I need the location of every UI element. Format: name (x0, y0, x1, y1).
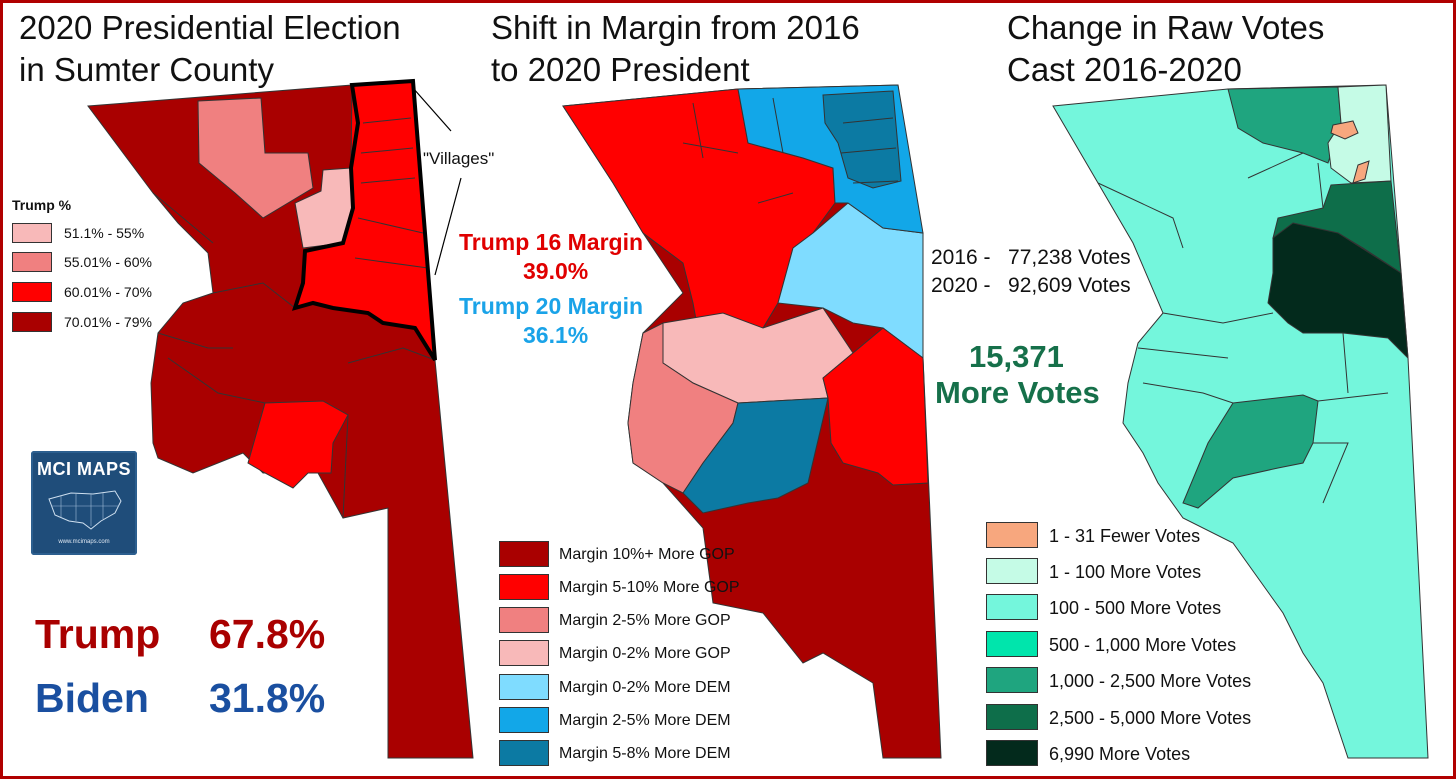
legend-swatch (499, 607, 549, 633)
legend-swatch (986, 594, 1038, 620)
legend-label: 500 - 1,000 More Votes (1049, 635, 1237, 655)
villages-label: "Villages" (423, 149, 495, 168)
map2-county (562, 84, 942, 759)
map1-title: 2020 Presidential Election in Sumter Cou… (19, 9, 401, 88)
map1-precinct-lines (152, 117, 436, 519)
map1-villages-outline (291, 78, 437, 362)
legend-swatch (986, 522, 1038, 548)
maps-canvas (87, 78, 1429, 759)
legend-swatch (986, 704, 1038, 730)
map3-region-fewer-2 (1352, 160, 1370, 184)
legend-swatch (499, 640, 549, 666)
legend-swatch (499, 574, 549, 600)
map3-region-6990 (1267, 222, 1409, 360)
map3-region-fewer-1 (1330, 120, 1359, 140)
trump-percent: 67.8% (209, 611, 326, 657)
legend-swatch (499, 707, 549, 733)
legend-label: 55.01% - 60% (64, 254, 152, 270)
trump20-margin-value: 36.1% (523, 322, 589, 348)
map3-precinct-lines (1097, 152, 1389, 504)
legend-swatch (499, 740, 549, 766)
legend-label: Margin 5-10% More GOP (559, 579, 740, 596)
votes-diff-label: More Votes (935, 375, 1100, 410)
trump-name: Trump (35, 611, 161, 657)
map1-legend-title: Trump % (12, 197, 72, 213)
villages-callout-lines (412, 87, 462, 276)
legend-swatch (12, 282, 52, 302)
biden-percent: 31.8% (209, 675, 326, 721)
map3-county (1052, 84, 1429, 759)
trump20-margin-label: Trump 20 Margin (459, 293, 644, 319)
map1-county (87, 78, 474, 759)
us-map-icon (48, 490, 122, 530)
map2-region-5-8-dem-south (682, 397, 829, 514)
legend-swatch (12, 223, 52, 243)
votes-2016: 2016 - 77,238 Votes (931, 246, 1131, 269)
map3-title: Change in Raw Votes Cast 2016-2020 (1007, 9, 1325, 88)
legend-label: 1 - 31 Fewer Votes (1049, 526, 1201, 546)
legend-swatch (12, 312, 52, 332)
legend-label: 70.01% - 79% (64, 314, 152, 330)
logo-url: www.mcimaps.com (58, 539, 110, 545)
legend-swatch (986, 558, 1038, 584)
legend-label: 6,990 More Votes (1049, 744, 1191, 764)
legend-label: 51.1% - 55% (64, 225, 145, 241)
legend-label: 1 - 100 More Votes (1049, 562, 1202, 582)
legend-label: 60.01% - 70% (64, 284, 152, 300)
legend-swatch (986, 740, 1038, 766)
legend-label: Margin 2-5% More DEM (559, 712, 731, 729)
legend-label: 2,500 - 5,000 More Votes (1049, 708, 1252, 728)
legend-label: 1,000 - 2,500 More Votes (1049, 671, 1252, 691)
legend-swatch (986, 667, 1038, 693)
legend-swatch (499, 674, 549, 700)
map2-precinct-lines (682, 97, 899, 204)
map2-region-5-10-gop-east (822, 327, 929, 486)
trump16-margin-value: 39.0% (523, 258, 589, 284)
legend-label: Margin 5-8% More DEM (559, 745, 731, 762)
map1-precinct-60-70-south (247, 400, 349, 489)
legend-label: Margin 0-2% More GOP (559, 645, 731, 662)
mci-maps-logo: MCI MAPS www.mcimaps.com (31, 451, 137, 555)
trump16-margin-label: Trump 16 Margin (459, 229, 644, 255)
legend-swatch (499, 541, 549, 567)
legend-label: Margin 0-2% More DEM (559, 679, 731, 696)
legend-label: Margin 10%+ More GOP (559, 546, 735, 563)
legend-swatch (12, 252, 52, 272)
votes-2020: 2020 - 92,609 Votes (931, 274, 1131, 297)
map3-region-1000-2500-south (1182, 394, 1319, 509)
logo-title: MCI MAPS (37, 459, 131, 479)
map2-title: Shift in Margin from 2016 to 2020 Presid… (491, 9, 860, 88)
legend-swatch (986, 631, 1038, 657)
map1-precinct-55-60 (197, 97, 314, 219)
legend-label: Margin 2-5% More GOP (559, 612, 731, 629)
biden-name: Biden (35, 675, 149, 721)
votes-diff-number: 15,371 (969, 339, 1064, 374)
legend-label: 100 - 500 More Votes (1049, 598, 1222, 618)
